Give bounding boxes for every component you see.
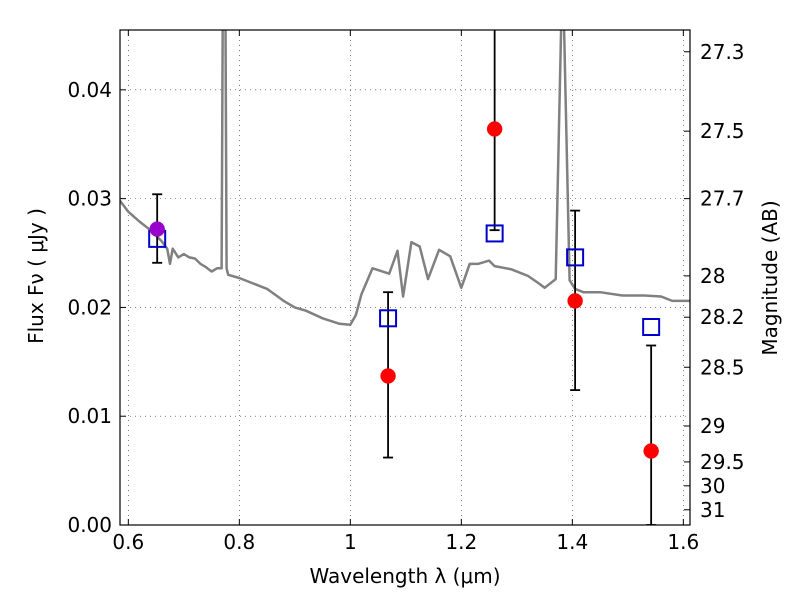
- x-tick-label: 1.6: [667, 530, 699, 554]
- x-tick-label: 0.8: [223, 530, 255, 554]
- y2-tick-label: 31: [700, 498, 725, 522]
- y2-tick-label: 27.7: [700, 187, 745, 211]
- observed-flux-point: [643, 443, 659, 459]
- observed-flux-point: [567, 293, 583, 309]
- y-axis-label: Flux Fν ( μJy ): [24, 208, 48, 344]
- x-axis-label: Wavelength λ (μm): [309, 564, 500, 588]
- model-flux-square: [379, 309, 398, 328]
- y-tick-label: 0.03: [67, 187, 112, 211]
- model-flux-square: [566, 248, 585, 267]
- x-tick-label: 1.4: [556, 530, 588, 554]
- y-axis: 0.00 0.01 0.02 0.03 0.04: [67, 78, 126, 537]
- y2-tick-label: 28: [700, 264, 725, 288]
- observed-flux-point: [486, 121, 503, 137]
- y2-tick-label: 27.3: [700, 40, 745, 64]
- x-axis: 0.6 0.8 1 1.2 1.4 1.6: [112, 30, 699, 554]
- y2-tick-label: 28.2: [700, 305, 745, 329]
- y2-tick-label: 28.5: [700, 355, 745, 379]
- y-tick-label: 0.01: [67, 404, 112, 428]
- x-tick-label: 1: [344, 530, 357, 554]
- y-tick-label: 0.00: [67, 513, 112, 537]
- plot-frame: [119, 29, 691, 526]
- y-tick-label: 0.02: [67, 295, 112, 319]
- x-tick-label: 0.6: [112, 530, 144, 554]
- x-tick-label: 1.2: [445, 530, 477, 554]
- model-flux-square: [485, 224, 504, 243]
- model-spectrum-line: [120, 30, 690, 327]
- y2-tick-label: 27.5: [700, 119, 745, 143]
- model-flux-square: [642, 318, 661, 336]
- observed-flux-point: [380, 368, 396, 384]
- y2-tick-label: 29: [700, 414, 725, 438]
- plot-area: [120, 30, 690, 525]
- y2-axis-label: Magnitude (AB): [758, 200, 782, 355]
- y2-tick-label: 30: [700, 474, 725, 498]
- y-tick-label: 0.04: [67, 78, 112, 102]
- y2-tick-label: 29.5: [700, 450, 745, 474]
- observed-flux-point: [149, 221, 165, 237]
